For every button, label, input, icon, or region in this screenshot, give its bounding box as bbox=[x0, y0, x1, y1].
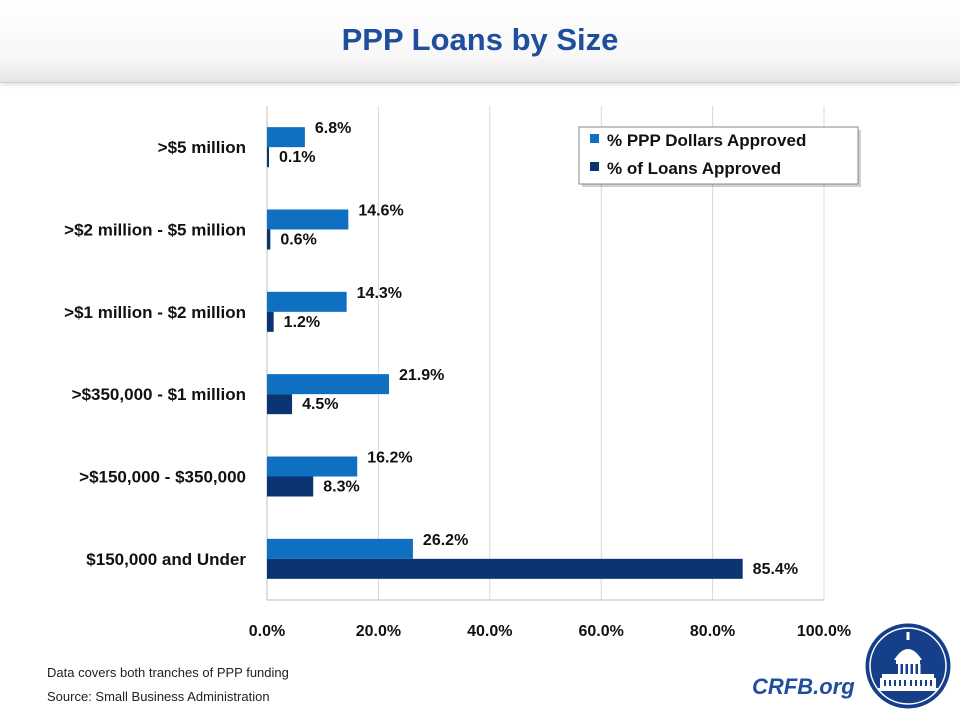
x-tick-label: 0.0% bbox=[249, 623, 285, 640]
bar-dollars-approved bbox=[267, 209, 349, 230]
bar-loans-approved bbox=[267, 476, 314, 497]
chart-title: PPP Loans by Size bbox=[341, 22, 619, 57]
data-label: 0.6% bbox=[280, 232, 316, 249]
data-label: 14.3% bbox=[357, 285, 402, 302]
category-label: $150,000 and Under bbox=[86, 550, 246, 569]
category-label: >$5 million bbox=[158, 138, 246, 157]
category-label: >$150,000 - $350,000 bbox=[79, 468, 246, 487]
legend-swatch bbox=[590, 134, 599, 143]
bar-loans-approved bbox=[267, 229, 271, 250]
legend-swatch bbox=[590, 162, 599, 171]
data-label: 0.1% bbox=[279, 149, 315, 166]
x-tick-label: 80.0% bbox=[690, 623, 735, 640]
category-label: >$2 million - $5 million bbox=[64, 221, 246, 240]
x-tick-label: 40.0% bbox=[467, 623, 512, 640]
x-tick-label: 100.0% bbox=[797, 623, 851, 640]
bar-loans-approved bbox=[267, 311, 274, 332]
x-tick-label: 20.0% bbox=[356, 623, 401, 640]
legend-label: % of Loans Approved bbox=[607, 159, 781, 178]
data-label: 85.4% bbox=[753, 561, 798, 578]
bar-loans-approved bbox=[267, 558, 743, 579]
data-label: 26.2% bbox=[423, 532, 468, 549]
brand-logo-text: CRFB.org bbox=[752, 674, 855, 699]
category-label: >$350,000 - $1 million bbox=[72, 385, 246, 404]
bar-dollars-approved bbox=[267, 456, 358, 477]
footnote-source: Source: Small Business Administration bbox=[47, 689, 270, 704]
capitol-seal-icon bbox=[862, 620, 954, 712]
legend-label: % PPP Dollars Approved bbox=[607, 131, 806, 150]
bar-dollars-approved bbox=[267, 127, 305, 148]
bar-loans-approved bbox=[267, 147, 269, 168]
x-tick-label: 60.0% bbox=[579, 623, 624, 640]
category-label: >$1 million - $2 million bbox=[64, 303, 246, 322]
bar-dollars-approved bbox=[267, 538, 413, 559]
data-label: 6.8% bbox=[315, 120, 351, 137]
data-label: 1.2% bbox=[284, 314, 320, 331]
bar-dollars-approved bbox=[267, 374, 389, 395]
data-label: 21.9% bbox=[399, 367, 444, 384]
data-label: 8.3% bbox=[323, 479, 359, 496]
data-label: 4.5% bbox=[302, 396, 338, 413]
bar-dollars-approved bbox=[267, 291, 347, 312]
title-banner: PPP Loans by Size bbox=[0, 0, 960, 83]
legend-box bbox=[578, 126, 859, 185]
data-label: 14.6% bbox=[358, 203, 403, 220]
bar-loans-approved bbox=[267, 394, 293, 415]
data-label: 16.2% bbox=[367, 450, 412, 467]
footnote-coverage: Data covers both tranches of PPP funding bbox=[47, 665, 289, 680]
